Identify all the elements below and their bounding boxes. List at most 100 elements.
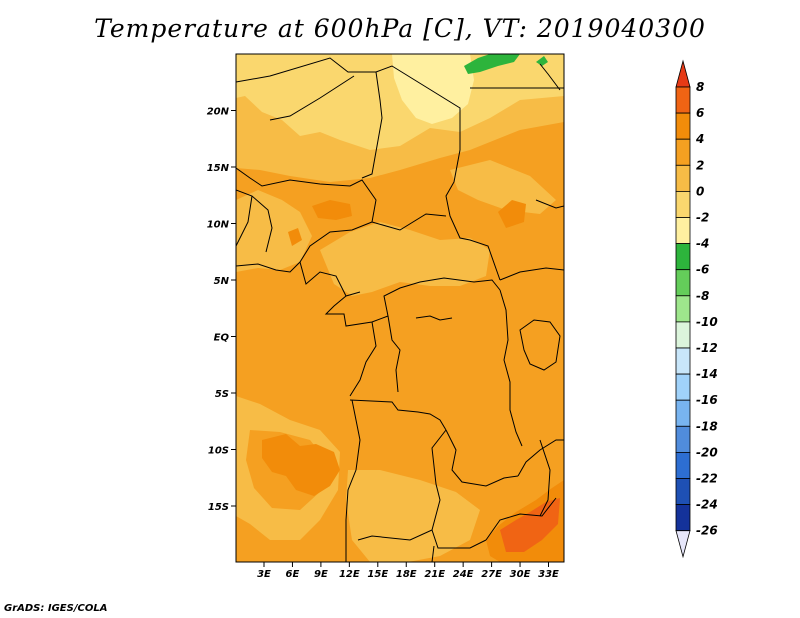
colorbar-label: 4 (695, 132, 704, 146)
border-line (499, 267, 564, 281)
y-tick-label: 5S (215, 389, 229, 400)
credit-label: GrADS: IGES/COLA (4, 603, 108, 614)
border-line (269, 75, 355, 121)
colorbar-label: -12 (696, 341, 718, 355)
colorbar-segment (675, 504, 691, 532)
y-tick-label: 15N (207, 163, 230, 174)
colorbar-label: -16 (696, 393, 718, 407)
colorbar-label: -24 (696, 498, 718, 512)
y-tick-label: 10S (208, 446, 229, 457)
band-0-to-2-central (320, 222, 490, 296)
colorbar-segment (675, 86, 691, 114)
x-tick-label: 12E (339, 569, 360, 580)
colorbar-label: 6 (696, 106, 704, 120)
band-4-to-6-patch-1 (312, 200, 352, 220)
colorbar-label: -20 (696, 445, 718, 459)
colorbar-segment (675, 425, 691, 453)
border-line (236, 189, 273, 253)
band-0-to-2-sahel (236, 190, 312, 272)
colorbar-segment (675, 321, 691, 349)
border-line (357, 429, 447, 541)
border-line (349, 321, 377, 397)
colorbar-segment (675, 373, 691, 401)
x-tick-label: 18E (396, 569, 417, 580)
x-tick-label: 9E (314, 569, 328, 580)
y-axis-labels: 20N 15N 10N 5N EQ 5S 10S 15S (207, 107, 230, 514)
colorbar-segment (675, 295, 691, 323)
band-4-to-6-southwest (262, 434, 340, 496)
band-4-to-6-patch-3 (288, 228, 302, 246)
x-tick-label: 27E (481, 569, 502, 580)
x-axis-labels: 3E 6E 9E 12E 15E 18E 21E 24E 27E 30E 33E (257, 569, 559, 580)
chart-title: Temperature at 600hPa [C], VT: 201904030… (94, 14, 706, 43)
x-tick-label: 3E (257, 569, 271, 580)
border-line (387, 315, 401, 393)
band-0-to-2-east (450, 160, 556, 214)
colorbar-label: -10 (696, 315, 718, 329)
colorbar-segment (675, 190, 691, 218)
y-tick-label: EQ (214, 333, 230, 344)
border-line (345, 399, 361, 562)
border-line (375, 65, 461, 150)
colorbar-label: -14 (696, 367, 718, 381)
colorbar-over-triangle (675, 59, 691, 88)
band-4-to-6-patch-2 (498, 200, 526, 228)
colorbar-segment (675, 478, 691, 506)
colorbar-label: -2 (696, 211, 709, 225)
colorbar-segment (675, 269, 691, 297)
colorbar-segment (675, 399, 691, 427)
border-line (517, 439, 564, 477)
axis-ticks (231, 110, 549, 567)
border-line (535, 199, 564, 209)
border-line (349, 399, 447, 431)
x-tick-label: 21E (424, 569, 445, 580)
border-line (324, 277, 501, 327)
border-line (445, 149, 501, 281)
colorbar-label: -6 (696, 263, 709, 277)
colorbar-label: -22 (696, 472, 718, 486)
colorbar-segment (675, 243, 691, 271)
colorbar-label: -4 (696, 237, 709, 251)
colorbar-label: -18 (696, 419, 718, 433)
x-tick-label: 33E (538, 569, 559, 580)
country-borders (236, 57, 564, 562)
colorbar-label: 0 (696, 184, 704, 198)
y-tick-label: 20N (207, 107, 230, 118)
colorbar-segment (675, 138, 691, 166)
band-neg2-to-0-north (236, 54, 564, 150)
colorbar-segment (675, 112, 691, 140)
colorbar-segment (675, 164, 691, 192)
border-line (445, 429, 519, 487)
colorbar-segment (675, 217, 691, 245)
x-tick-label: 6E (286, 569, 300, 580)
border-line (431, 545, 435, 562)
colorbar-label: -8 (696, 289, 709, 303)
border-line (415, 315, 453, 321)
border-line (539, 63, 561, 91)
band-neg6-to-neg4-patch (464, 54, 520, 74)
border-line (236, 167, 377, 223)
colorbar-label: 8 (696, 80, 704, 94)
y-tick-label: 15S (208, 502, 229, 513)
band-neg6-to-neg4-patch-small (536, 56, 548, 66)
x-tick-label: 24E (453, 569, 474, 580)
border-line (236, 195, 253, 247)
border-line (485, 497, 557, 541)
border-line (519, 319, 561, 371)
y-tick-label: 5N (214, 276, 230, 287)
y-tick-label: 10N (207, 220, 230, 231)
x-tick-label: 15E (367, 569, 388, 580)
colorbar-segment (675, 347, 691, 375)
colorbar-label: 2 (696, 158, 704, 172)
border-line (539, 439, 551, 517)
colorbar-label: -26 (696, 524, 718, 538)
border-line (299, 261, 361, 297)
band-0-to-2-south (346, 470, 480, 562)
band-neg4-to-neg2-north (392, 54, 474, 124)
colorbar: 8 6 4 2 0 -2 -4 -6 -8 -10 -12 -14 -16 -18 -20 -22 -24 -26 (675, 59, 718, 559)
x-tick-label: 30E (510, 569, 531, 580)
border-line (371, 213, 447, 231)
border-line (499, 289, 523, 447)
map-frame (235, 53, 565, 563)
